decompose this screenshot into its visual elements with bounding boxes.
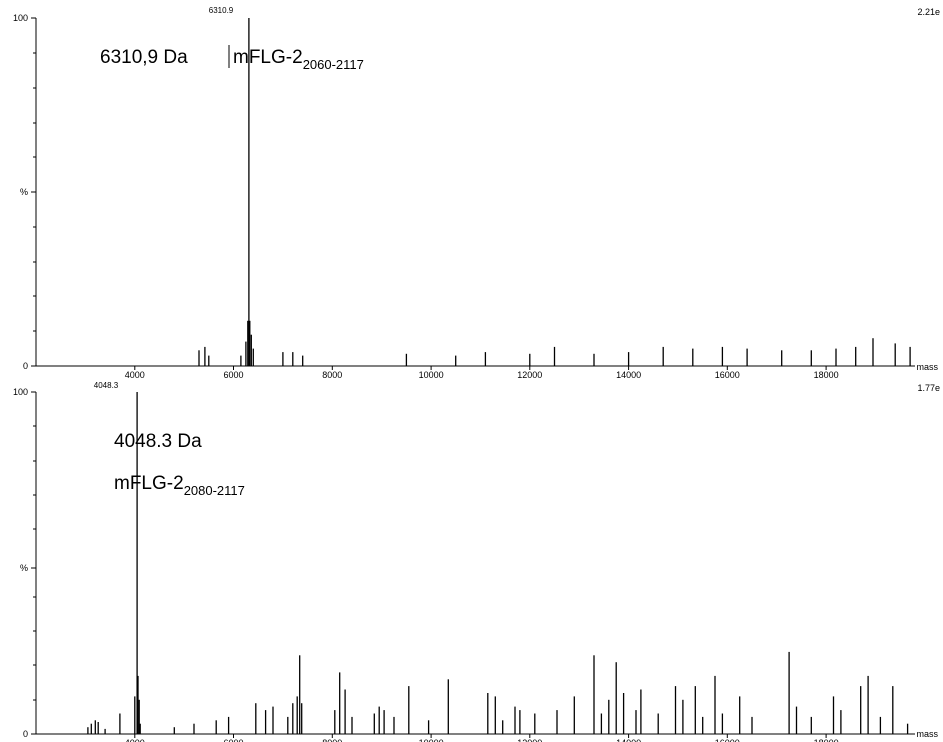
y-axis-label: % — [20, 187, 28, 197]
x-tick-label: 18000 — [814, 738, 839, 742]
x-tick-label: 12000 — [517, 370, 542, 380]
y-tick-label: 100 — [13, 13, 28, 23]
x-tick-label: 16000 — [715, 738, 740, 742]
x-tick-label: 4000 — [125, 738, 145, 742]
x-tick-label: 8000 — [322, 738, 342, 742]
peptide-annotation: mFLG-22060-2117 — [233, 47, 364, 72]
peak-mass-annotation: 6310,9 Da — [100, 47, 188, 68]
spectrum-top: 100 % 0 mass 2.21e 6310.9 4000 6000 8000 10… — [13, 6, 940, 380]
x-tick-label: 10000 — [419, 738, 444, 742]
peptide-annotation: mFLG-22080-2117 — [114, 473, 245, 498]
x-ticks: 4000 6000 8000 10000 12000 14000 16000 18000 — [125, 366, 839, 380]
y-tick-label: 100 — [13, 387, 28, 397]
x-tick-label: 16000 — [715, 370, 740, 380]
y-ticks — [31, 17, 36, 367]
x-axis-label: mass — [916, 362, 938, 372]
x-tick-label: 14000 — [616, 738, 641, 742]
peak-mass-annotation: 4048.3 Da — [114, 431, 202, 452]
scale-label: 1.77e — [917, 383, 940, 393]
x-tick-label: 10000 — [419, 370, 444, 380]
x-tick-label: 6000 — [223, 738, 243, 742]
base-peak-label: 4048.3 — [94, 381, 119, 390]
y-tick-label: 0 — [23, 729, 28, 739]
x-tick-label: 12000 — [517, 738, 542, 742]
base-peak-label: 6310.9 — [209, 6, 234, 15]
y-axis-label: % — [20, 563, 28, 573]
x-ticks: 4000 6000 8000 10000 12000 14000 16000 18000 — [125, 734, 839, 742]
x-axis-label: mass — [916, 729, 938, 739]
peaks — [87, 392, 909, 734]
peaks — [198, 18, 911, 366]
y-ticks — [31, 391, 36, 735]
spectrum-bottom: 100 % 0 mass 1.77e 4048.3 4000 6000 8000 10… — [13, 381, 940, 742]
x-tick-label: 18000 — [814, 370, 839, 380]
scale-label: 2.21e — [917, 7, 940, 17]
x-tick-label: 14000 — [616, 370, 641, 380]
x-tick-label: 8000 — [322, 370, 342, 380]
x-tick-label: 6000 — [223, 370, 243, 380]
x-tick-label: 4000 — [125, 370, 145, 380]
y-tick-label: 0 — [23, 361, 28, 371]
